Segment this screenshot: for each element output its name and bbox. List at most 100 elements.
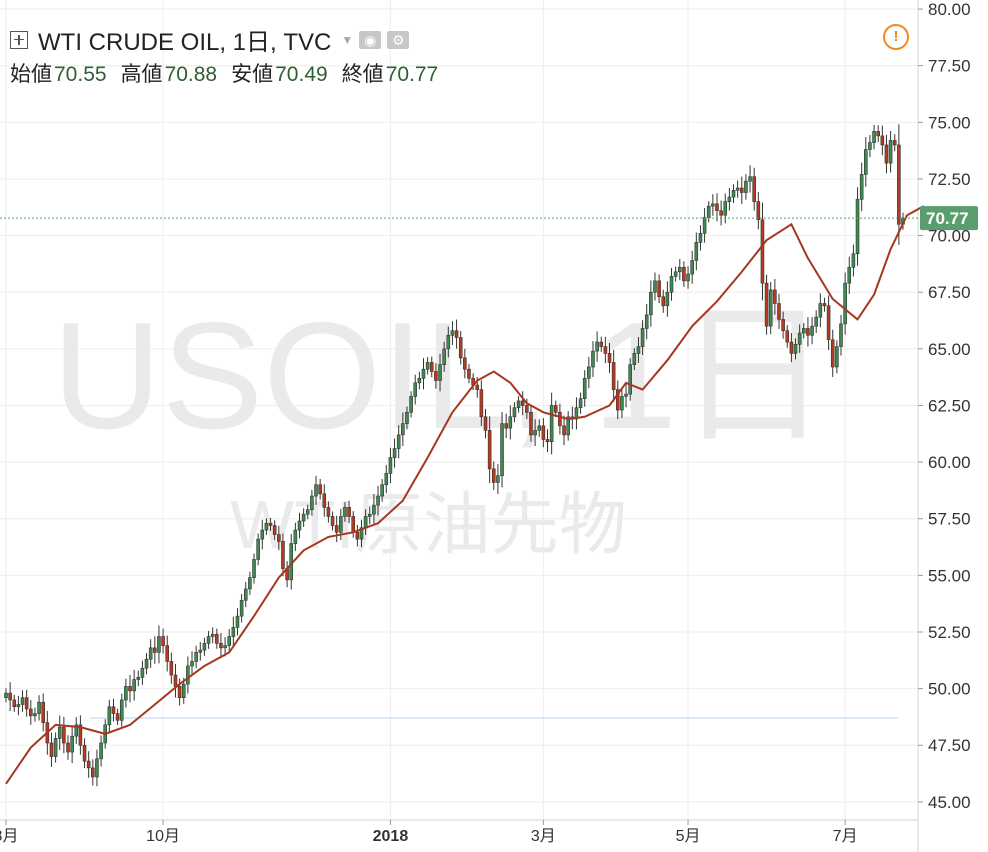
candle-body xyxy=(508,416,513,429)
y-tick-label: 52.50 xyxy=(928,623,971,642)
x-tick-label: 5月 xyxy=(676,828,701,845)
candle-body xyxy=(53,738,58,757)
candle-body xyxy=(165,645,170,662)
candle-body xyxy=(347,507,351,517)
candle-body xyxy=(376,495,380,506)
warning-icon[interactable]: ! xyxy=(883,24,909,50)
candle-body xyxy=(86,760,91,769)
candle-body xyxy=(206,636,211,644)
candle-body xyxy=(384,473,389,486)
x-tick-label: 2018 xyxy=(373,828,409,845)
candle-body xyxy=(661,296,666,307)
candle-body xyxy=(413,382,418,397)
candle-body xyxy=(872,131,876,144)
candle-body xyxy=(326,507,331,517)
candle-body xyxy=(802,328,806,334)
candle-body xyxy=(181,683,186,698)
candle-body xyxy=(78,724,83,746)
candle-body xyxy=(372,504,376,515)
y-tick-label: 47.50 xyxy=(928,736,971,755)
open-label: 始値 xyxy=(10,63,52,86)
last-price-marker: 70.77 xyxy=(0,206,978,231)
caret-down-icon[interactable]: ▼ xyxy=(341,32,354,47)
candle-body xyxy=(529,411,533,436)
price-axis[interactable]: 45.00 47.50 50.00 52.50 55.00 57.50 60.00 62.50… xyxy=(918,0,971,812)
candle-body xyxy=(173,674,178,687)
candle-body xyxy=(388,457,393,474)
candle-body xyxy=(686,273,690,282)
candle-body xyxy=(665,291,670,307)
candle-body xyxy=(8,692,12,701)
candle-body xyxy=(136,676,141,680)
open-item: 始値70.55 xyxy=(10,58,107,88)
candle-body xyxy=(892,140,897,146)
candle-body xyxy=(789,341,794,354)
candle-body xyxy=(479,389,484,418)
candle-body xyxy=(826,305,831,341)
candle-body xyxy=(574,407,579,420)
candle-body xyxy=(735,187,740,191)
candle-body xyxy=(475,384,480,390)
candle-body xyxy=(310,495,314,510)
gear-icon[interactable]: ⚙ xyxy=(387,30,410,49)
candle-body xyxy=(454,330,459,338)
candle-body xyxy=(66,742,70,753)
candle-body xyxy=(111,706,116,714)
ohlc-values: 始値70.55 高値70.88 安値70.49 終値70.77 xyxy=(10,58,438,88)
candle-body xyxy=(888,140,893,164)
candle-body xyxy=(607,353,612,363)
candle-body xyxy=(545,439,550,443)
candle-body xyxy=(396,434,401,449)
close-value: 70.77 xyxy=(385,63,439,86)
candle-body xyxy=(673,271,678,277)
candle-body xyxy=(194,652,198,662)
candle-body xyxy=(491,468,496,483)
candle-body xyxy=(243,588,248,601)
candle-body xyxy=(773,289,777,304)
high-label: 高値 xyxy=(120,63,163,86)
candle-body xyxy=(434,371,438,381)
candle-body xyxy=(260,529,265,540)
candle-body xyxy=(649,291,653,316)
expand-icon[interactable] xyxy=(10,30,28,49)
candle-body xyxy=(715,203,719,211)
candle-body xyxy=(669,276,674,293)
candle-body xyxy=(868,142,872,150)
candle-body xyxy=(859,174,864,200)
candle-body xyxy=(690,260,694,275)
candle-body xyxy=(392,448,397,458)
candle-body xyxy=(421,368,426,379)
candle-body xyxy=(876,131,880,137)
candle-body xyxy=(566,416,570,436)
candle-body xyxy=(153,647,157,653)
y-tick-label: 45.00 xyxy=(928,793,971,812)
candle-body xyxy=(215,633,219,644)
candle-body xyxy=(367,513,372,517)
candle-body xyxy=(644,314,649,329)
candle-body xyxy=(640,328,645,347)
candle-body xyxy=(599,341,604,347)
candle-body xyxy=(305,509,310,515)
candle-body xyxy=(806,328,810,336)
candle-body xyxy=(768,289,773,327)
candle-body xyxy=(785,330,790,343)
candle-body xyxy=(595,341,599,352)
candle-body xyxy=(727,196,732,202)
candle-body xyxy=(380,484,384,497)
y-tick-label: 75.00 xyxy=(928,113,971,132)
symbol-title[interactable]: WTI CRUDE OIL, 1日, TVC xyxy=(38,29,332,56)
time-axis[interactable]: 8月 10月 2018 3月 5月 7月 xyxy=(0,820,858,845)
eye-icon[interactable]: ◉ xyxy=(359,30,382,49)
candle-body xyxy=(731,189,736,198)
candle-body xyxy=(814,316,818,327)
candle-body xyxy=(359,527,364,540)
candle-body xyxy=(248,577,252,590)
candle-body xyxy=(128,686,132,692)
y-tick-label: 67.50 xyxy=(928,283,971,302)
chart-legend: WTI CRUDE OIL, 1日, TVC ▼ ◉ ⚙ xyxy=(10,22,410,57)
candle-body xyxy=(322,493,327,508)
candle-body xyxy=(702,217,707,234)
candle-body xyxy=(198,649,203,653)
